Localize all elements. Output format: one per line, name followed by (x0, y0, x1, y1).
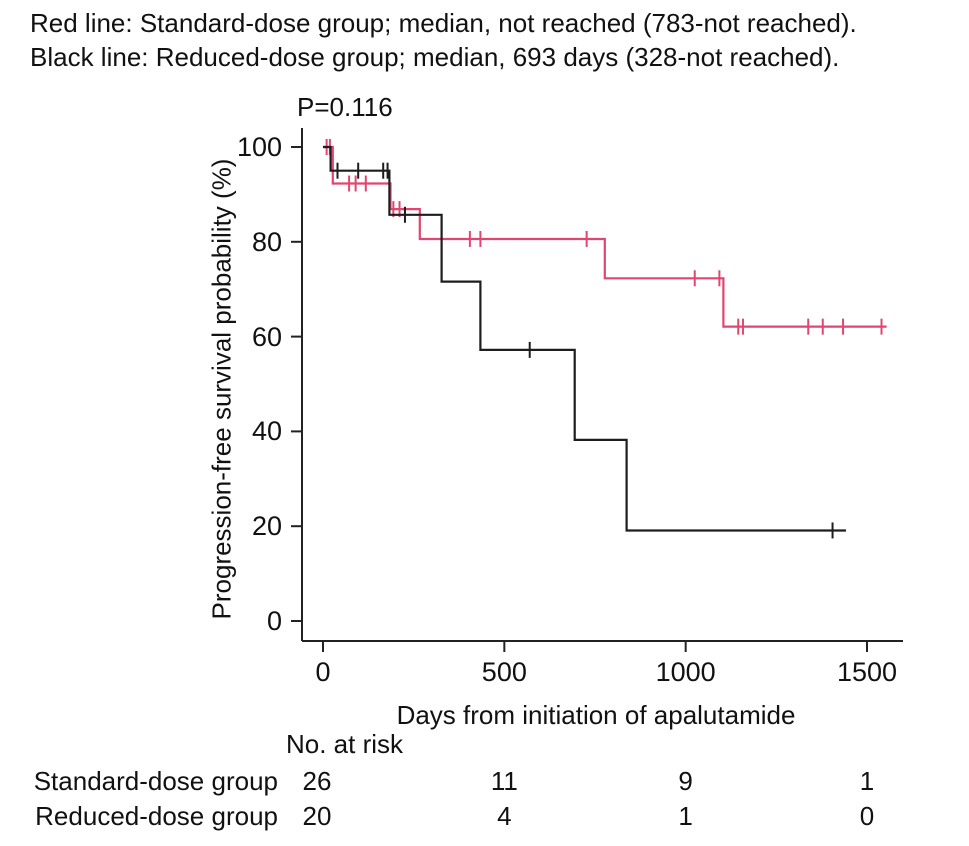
p-value-label: P=0.116 (297, 92, 393, 122)
risk-count: 20 (302, 801, 332, 831)
risk-count: 1 (678, 801, 693, 831)
y-tick-label: 0 (266, 606, 282, 636)
y-tick-label: 100 (236, 132, 282, 162)
risk-count: 1 (859, 766, 875, 796)
y-tick-label: 40 (251, 416, 282, 447)
x-axis-title: Days from initiation of apalutamide (396, 700, 796, 730)
risk-row-label-reduced: Reduced-dose group (35, 801, 278, 831)
legend-note: Red line: Standard-dose group; median, n… (30, 6, 857, 74)
survival-curve-reduced-dose (323, 145, 846, 532)
survival-curve-standard-dose (323, 145, 887, 328)
risk-count: 0 (859, 801, 875, 831)
x-tick-label: 1000 (655, 657, 716, 687)
risk-count: 11 (490, 766, 518, 796)
x-tick-label: 0 (315, 657, 331, 687)
risk-table-title: No. at risk (286, 729, 404, 759)
y-tick-label: 60 (251, 321, 282, 352)
x-tick-label: 1500 (836, 657, 898, 687)
y-tick-label: 20 (251, 511, 282, 542)
y-tick-label: 80 (251, 226, 282, 257)
risk-row-label-standard: Standard-dose group (33, 766, 278, 796)
risk-count: 9 (678, 766, 693, 796)
legend-line-reduced: Black line: Reduced-dose group; median, … (30, 42, 840, 72)
x-tick-label: 500 (481, 657, 527, 687)
risk-count: 4 (497, 801, 512, 831)
legend-line-standard: Red line: Standard-dose group; median, n… (30, 8, 857, 38)
risk-count: 26 (302, 766, 332, 796)
